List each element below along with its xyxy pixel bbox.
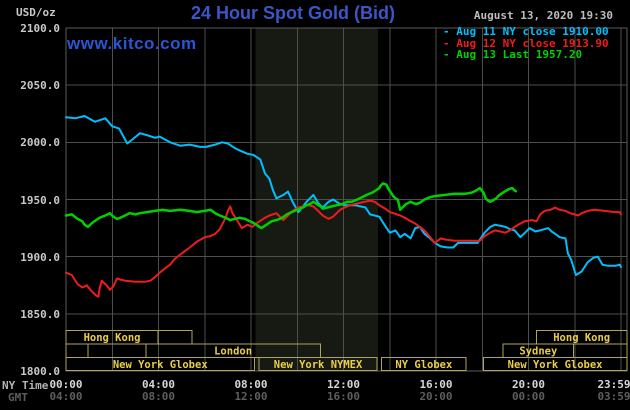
series-line-0 bbox=[65, 115, 622, 276]
y-axis-tick-label: 2000.0 bbox=[20, 136, 60, 150]
y-axis-tick-label: 2100.0 bbox=[20, 22, 60, 35]
x-axis-tick-label-ny: 23:59 bbox=[597, 378, 630, 391]
x-axis-tick-label-gmt: 08:00 bbox=[141, 390, 176, 403]
x-axis-tick-label-ny: 20:00 bbox=[511, 378, 546, 391]
x-axis-tick-label-ny: 16:00 bbox=[419, 378, 453, 391]
series-line-2 bbox=[64, 182, 518, 230]
session-box-new-york-globex bbox=[65, 356, 255, 372]
session-label-ny-globex: NY Globex bbox=[395, 359, 453, 371]
x-axis-tick-label-gmt: 03:59 bbox=[597, 390, 630, 403]
series-line-1 bbox=[65, 199, 622, 298]
x-axis-tick-label-ny: 08:00 bbox=[234, 378, 268, 391]
session-box-unlabeled bbox=[87, 343, 147, 358]
x-axis-tick-label-ny: 12:00 bbox=[326, 378, 361, 391]
kitco-watermark-link[interactable]: www.kitco.com bbox=[67, 34, 197, 53]
x-axis-tick-label-ny: 00:00 bbox=[49, 378, 83, 391]
x-axis-tick-label-gmt: 04:00 bbox=[49, 390, 83, 403]
session-box-unlabeled bbox=[157, 330, 193, 345]
session-box-unlabeled bbox=[65, 343, 89, 358]
chart-datetime: August 13, 2020 19:30 bbox=[473, 9, 613, 22]
unit-label: USD/oz bbox=[16, 6, 56, 19]
legend-item: - Aug 11 NY close 1910.00 bbox=[443, 25, 609, 38]
session-label-new-york-globex: New York Globex bbox=[508, 359, 604, 371]
x-axis-tick-label-gmt: 12:00 bbox=[234, 390, 268, 403]
x-axis-tick-label-gmt: 16:00 bbox=[326, 390, 361, 403]
legend: - Aug 11 NY close 1910.00- Aug 12 NY clo… bbox=[443, 26, 609, 61]
page-title: 24 Hour Spot Gold (Bid) bbox=[191, 3, 395, 23]
y-axis-tick-label: 1800.0 bbox=[20, 365, 60, 378]
session-box-new-york-globex bbox=[482, 356, 628, 372]
session-label-sydney: Sydney bbox=[519, 345, 558, 357]
session-box-ny-globex bbox=[381, 356, 467, 372]
session-label-hong-kong: Hong Kong bbox=[84, 332, 141, 344]
y-axis-tick-label: 2050.0 bbox=[20, 79, 60, 93]
session-box-unlabeled bbox=[573, 343, 628, 358]
y-axis-tick-label: 1850.0 bbox=[20, 307, 60, 321]
session-label-new-york-globex: New York Globex bbox=[113, 359, 209, 371]
legend-item: - Aug 13 Last 1957.20 bbox=[443, 48, 583, 61]
x-axis-tick-label-ny: 04:00 bbox=[141, 378, 176, 391]
session-box-new-york-nymex bbox=[258, 356, 378, 372]
x-axis-tick-label-gmt: 00:00 bbox=[511, 390, 546, 403]
ny-time-axis-label: NY Time bbox=[2, 379, 49, 392]
legend-item: - Aug 12 NY close 1913.90 bbox=[443, 36, 609, 50]
gmt-axis-label: GMT bbox=[8, 391, 28, 404]
y-axis-tick-label: 1950.0 bbox=[20, 193, 60, 207]
x-axis-tick-label-gmt: 20:00 bbox=[419, 390, 453, 403]
session-label-new-york-nymex: New York NYMEX bbox=[274, 359, 363, 371]
session-label-london: London bbox=[214, 345, 252, 357]
session-label-hong-kong: Hong Kong bbox=[553, 332, 610, 344]
y-axis-tick-label: 1900.0 bbox=[20, 250, 60, 264]
